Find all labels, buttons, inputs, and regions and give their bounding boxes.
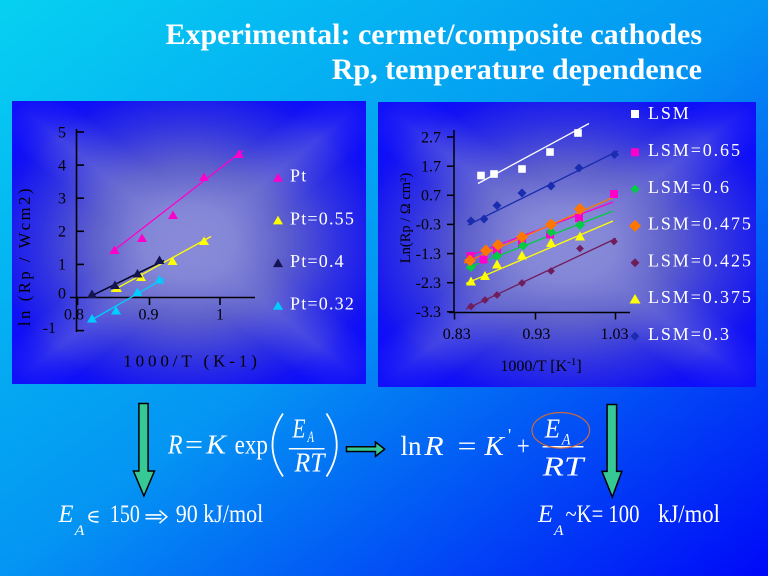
svg-text:=: = <box>458 431 477 461</box>
svg-text:4: 4 <box>58 157 66 174</box>
svg-text:0.8: 0.8 <box>64 307 84 324</box>
svg-text:2.7: 2.7 <box>421 129 441 146</box>
svg-text:150: 150 <box>110 501 140 528</box>
svg-text:1000/T [K-1]: 1000/T [K-1] <box>500 356 581 375</box>
svg-text:ln (Rp / Wcm2): ln (Rp / Wcm2) <box>15 186 34 326</box>
svg-text:LSM=0.375: LSM=0.375 <box>648 287 753 307</box>
svg-text:K: K <box>205 430 228 460</box>
svg-text:1.03: 1.03 <box>601 326 629 343</box>
svg-text:kJ/mol: kJ/mol <box>658 501 720 528</box>
svg-text:': ' <box>508 425 511 445</box>
svg-text:A: A <box>561 432 571 449</box>
svg-text:Ln(Rp / Ω cm²): Ln(Rp / Ω cm²) <box>398 173 414 264</box>
svg-text:0: 0 <box>58 285 66 302</box>
svg-text:2: 2 <box>58 224 66 241</box>
svg-text:-1.3: -1.3 <box>416 246 441 263</box>
svg-text:ln: ln <box>401 431 423 461</box>
svg-text:Pt=0.4: Pt=0.4 <box>290 251 345 271</box>
svg-text:90 kJ/mol: 90 kJ/mol <box>176 501 263 528</box>
svg-text:-0.3: -0.3 <box>416 217 441 234</box>
svg-text:1: 1 <box>216 307 224 324</box>
svg-text:RT: RT <box>294 448 327 478</box>
svg-text:5: 5 <box>58 124 66 141</box>
svg-text:A: A <box>74 523 86 539</box>
svg-text:E: E <box>544 414 561 444</box>
svg-text:RT: RT <box>541 452 586 482</box>
svg-text:=: = <box>185 430 203 460</box>
svg-text:K: K <box>483 431 506 461</box>
svg-text:E: E <box>58 501 74 528</box>
svg-text:1: 1 <box>58 257 66 274</box>
svg-text:LSM=0.65: LSM=0.65 <box>648 140 742 160</box>
svg-text:+: + <box>517 431 530 461</box>
svg-text:-1: -1 <box>43 320 56 337</box>
svg-text:Pt=0.55: Pt=0.55 <box>290 208 355 228</box>
svg-text:0.7: 0.7 <box>421 188 441 205</box>
svg-text:Pt=0.32: Pt=0.32 <box>290 294 355 314</box>
svg-text:-3.3: -3.3 <box>416 304 441 321</box>
svg-text:exp: exp <box>235 430 268 460</box>
svg-text:~K= 100: ~K= 100 <box>566 501 640 528</box>
svg-text:E: E <box>537 501 553 528</box>
svg-text:0.93: 0.93 <box>522 326 550 343</box>
svg-text:LSM=0.3: LSM=0.3 <box>648 324 731 344</box>
svg-text:R: R <box>423 431 444 461</box>
svg-text:Pt: Pt <box>290 166 307 186</box>
svg-text:0.83: 0.83 <box>443 326 471 343</box>
svg-text:3: 3 <box>58 191 66 208</box>
svg-text:0.9: 0.9 <box>139 307 159 324</box>
svg-text:1.7: 1.7 <box>421 159 441 176</box>
svg-text:LSM=0.425: LSM=0.425 <box>648 250 753 270</box>
svg-text:A: A <box>553 523 564 539</box>
svg-text:E: E <box>292 414 306 444</box>
svg-text:-2.3: -2.3 <box>416 275 441 292</box>
svg-text:R: R <box>167 430 183 460</box>
svg-text:1000/T (K-1): 1000/T (K-1) <box>123 352 261 371</box>
svg-text:A: A <box>307 429 314 446</box>
svg-text:LSM=0.6: LSM=0.6 <box>648 177 731 197</box>
svg-text:LSM: LSM <box>648 103 691 123</box>
svg-text:LSM=0.475: LSM=0.475 <box>648 214 753 234</box>
